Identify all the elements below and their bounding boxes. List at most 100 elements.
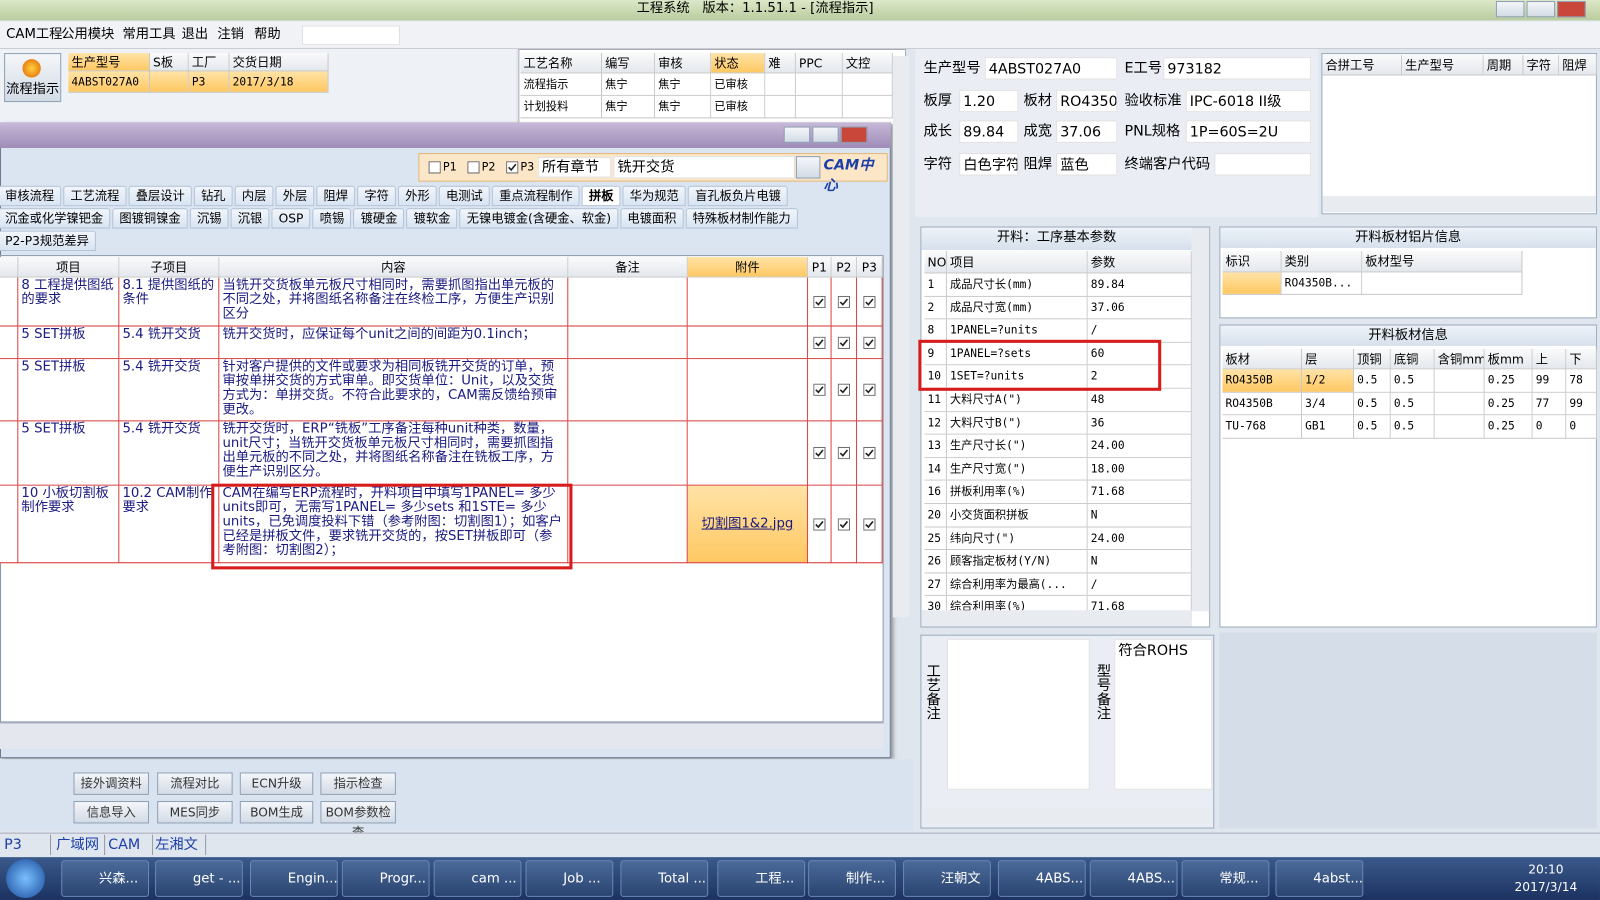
order-table-header[interactable]: 工厂 [188, 53, 230, 72]
tab[interactable]: 拼板 [581, 185, 621, 207]
material-table-header[interactable]: 下 [1566, 348, 1597, 370]
window-max-button[interactable] [1526, 1, 1556, 18]
tab[interactable]: 沉金或化学镍钯金 [0, 208, 111, 229]
status-item[interactable]: CAM [108, 834, 154, 856]
tab[interactable]: 无镍电镀金(含硬金、软金) [459, 208, 619, 229]
action-button[interactable]: MES同步 [157, 801, 233, 824]
checkbox[interactable] [837, 295, 850, 308]
taskbar-item[interactable]: 常规... [1181, 860, 1270, 897]
process-table-header[interactable]: 文控 [842, 53, 893, 74]
chapter-combo[interactable]: 所有章节 [537, 157, 612, 178]
checkbox[interactable] [506, 161, 519, 174]
side-button-label[interactable]: 流程指示 [6, 81, 60, 97]
p-check-cell[interactable] [831, 359, 858, 422]
material-table-header[interactable]: 底铜 [1390, 348, 1435, 370]
material-table-header[interactable]: 板mm [1484, 348, 1533, 370]
menu-combo[interactable] [302, 25, 400, 45]
checkbox[interactable] [428, 161, 441, 174]
merge-table-header[interactable]: 周期 [1483, 55, 1524, 76]
clock-time[interactable]: 20:10 [1528, 862, 1564, 877]
column-header[interactable]: 项目 [18, 257, 120, 278]
checkbox[interactable] [813, 383, 826, 396]
checkbox[interactable] [863, 336, 876, 349]
checkbox[interactable] [863, 517, 876, 531]
p-check-cell[interactable] [831, 421, 858, 486]
foil-table-header[interactable]: 板材型号 [1362, 251, 1523, 273]
dialog-close-button[interactable] [840, 126, 868, 143]
tab[interactable]: 镀软金 [406, 208, 458, 229]
menu-item[interactable]: 公用模块 [61, 26, 115, 42]
merge-table-header[interactable]: 合拼工号 [1322, 55, 1403, 76]
tab[interactable]: 重点流程制作 [491, 185, 580, 207]
tab[interactable]: 华为规范 [622, 185, 686, 207]
action-button[interactable]: 信息导入 [73, 801, 149, 824]
tab[interactable]: 外形 [398, 185, 437, 207]
tab[interactable]: 沉锡 [189, 208, 229, 229]
material-table-header[interactable]: 层 [1302, 348, 1355, 370]
filter-checkbox[interactable] [428, 161, 441, 174]
window-close-button[interactable] [1557, 1, 1586, 18]
p-check-cell[interactable] [831, 485, 858, 564]
action-button[interactable]: 接外调资料 [73, 772, 149, 795]
action-button[interactable]: BOM参数检查 [320, 801, 396, 840]
action-button[interactable]: ECN升级 [239, 772, 314, 795]
process-table-header[interactable]: 难 [765, 53, 796, 74]
tab[interactable]: 钻孔 [193, 185, 233, 207]
merge-table-header[interactable]: 生产型号 [1402, 55, 1484, 76]
column-header[interactable]: 子项目 [119, 257, 220, 278]
p-check-cell[interactable] [831, 277, 858, 327]
search-box[interactable]: 铣开交货 [613, 156, 795, 179]
process-table-header[interactable]: 审核 [655, 53, 712, 74]
model-remark-box[interactable]: 符合ROHS [1114, 638, 1213, 790]
tab[interactable]: 电测试 [438, 185, 490, 207]
tab[interactable]: 叠层设计 [128, 185, 192, 207]
checkbox[interactable] [837, 517, 850, 531]
checkbox[interactable] [863, 295, 876, 308]
tab[interactable]: OSP [271, 208, 311, 229]
p-check-cell[interactable] [857, 421, 883, 486]
checkbox[interactable] [813, 295, 826, 308]
column-header[interactable]: 备注 [568, 257, 688, 278]
taskbar-item[interactable]: 4ABS... [1089, 860, 1178, 897]
material-table-header[interactable]: 顶铜 [1354, 348, 1391, 370]
taskbar-item[interactable]: 4abst... [1275, 860, 1364, 897]
checkbox[interactable] [813, 517, 826, 531]
taskbar-item[interactable]: cam ... [433, 860, 522, 897]
column-header[interactable]: P3 [857, 257, 883, 278]
checkbox[interactable] [467, 161, 480, 174]
process-table-header[interactable]: PPC [795, 53, 843, 74]
tab[interactable]: 图镀铜镍金 [112, 208, 188, 229]
p-check-cell[interactable] [808, 326, 832, 360]
tab[interactable]: 内层 [234, 185, 274, 207]
start-button[interactable] [6, 859, 45, 898]
status-item[interactable]: P3 [4, 834, 52, 856]
status-item[interactable]: 广域网 [56, 834, 106, 856]
action-button[interactable]: 流程对比 [157, 772, 233, 795]
menu-item[interactable]: 帮助 [254, 26, 281, 42]
checkbox[interactable] [837, 336, 850, 349]
merge-table-header[interactable]: 阻焊 [1559, 55, 1597, 76]
taskbar-item[interactable]: get - ... [155, 860, 243, 897]
p-check-cell[interactable] [857, 277, 883, 327]
p-check-cell[interactable] [808, 359, 832, 422]
material-table-header[interactable]: 板材 [1222, 348, 1303, 370]
filter-checkbox[interactable] [506, 161, 519, 174]
status-item[interactable]: 左湘文 [155, 834, 207, 856]
params-table-header[interactable]: 参数 [1087, 251, 1192, 274]
tab[interactable]: 外层 [275, 185, 315, 207]
side-button[interactable] [4, 53, 62, 103]
menu-item[interactable]: 注销 [217, 26, 244, 42]
filter-label[interactable]: P2 [481, 160, 496, 174]
tab[interactable]: 工艺流程 [63, 185, 127, 207]
attachment-cell[interactable]: 切割图1&2.jpg [687, 485, 809, 564]
column-header[interactable]: 内容 [219, 257, 569, 278]
tab[interactable]: 电镀面积 [620, 208, 684, 229]
tab[interactable]: 喷锡 [312, 208, 352, 229]
column-header[interactable]: P2 [831, 257, 858, 278]
checkbox[interactable] [863, 383, 876, 396]
filter-label[interactable]: P3 [520, 160, 535, 174]
p-check-cell[interactable] [857, 485, 883, 564]
material-table-header[interactable]: 上 [1532, 348, 1567, 370]
p-check-cell[interactable] [808, 485, 832, 564]
tab[interactable]: 字符 [357, 185, 397, 207]
